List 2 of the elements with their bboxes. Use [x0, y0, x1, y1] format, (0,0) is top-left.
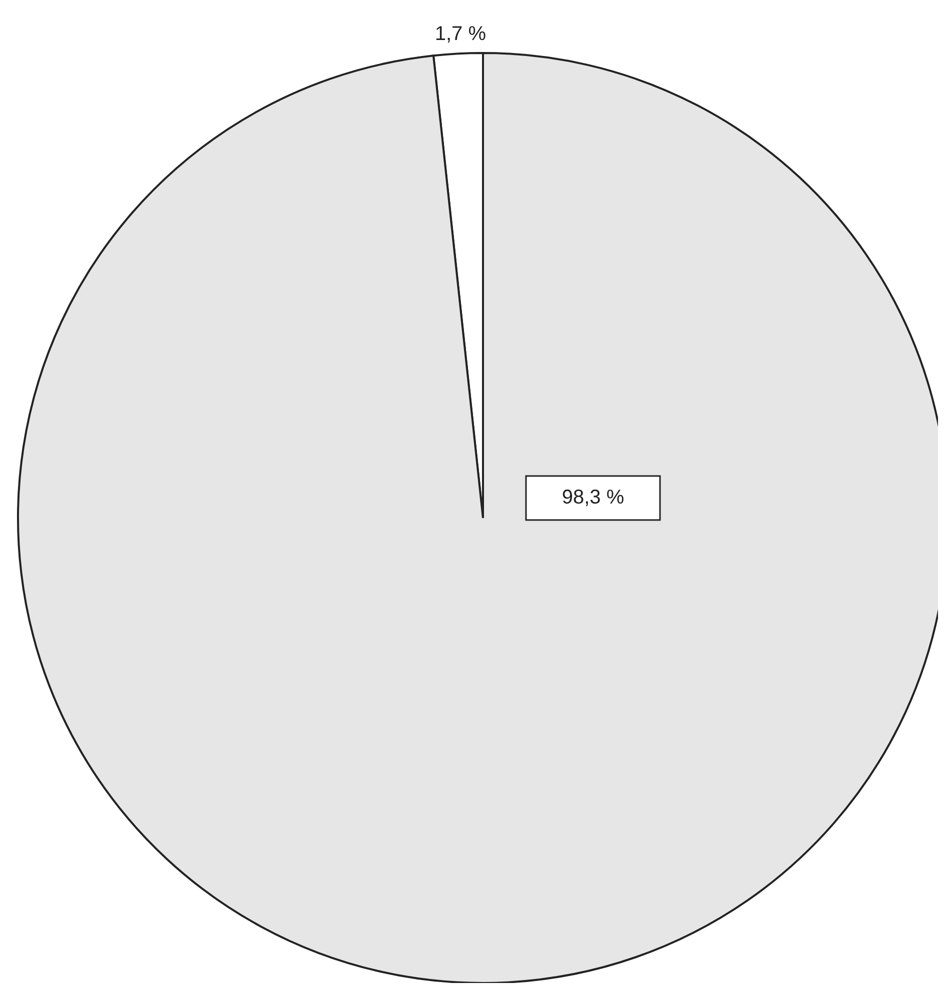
data-label: 98,3 % [562, 486, 624, 508]
data-label: 1,7 % [434, 22, 486, 45]
